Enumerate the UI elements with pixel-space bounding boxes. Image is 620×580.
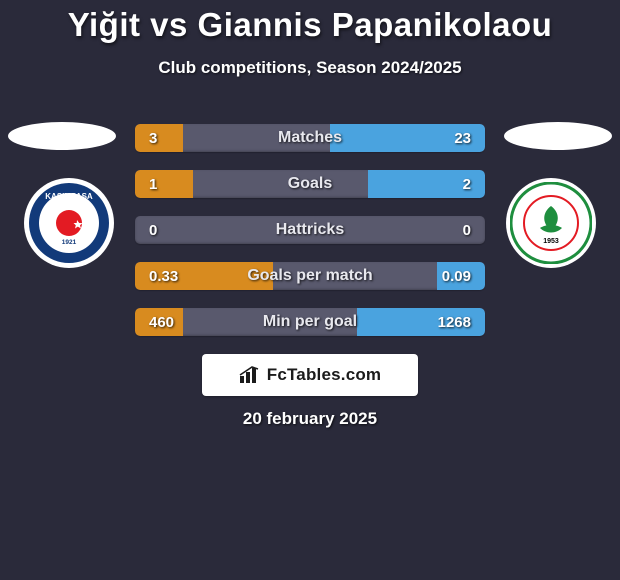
stat-value-left: 1: [135, 176, 199, 193]
stats-table: 3Matches23 1Goals2 0Hattricks0 0.33Goals pe…: [135, 124, 485, 354]
svg-text:1953: 1953: [543, 238, 559, 245]
svg-text:1921: 1921: [62, 239, 77, 246]
comparison-card: Yiğit vs Giannis Papanikolaou Club compe…: [0, 0, 620, 580]
stat-value-left: 0: [135, 222, 199, 239]
club-logo-left: KASIMPAŞA 1921: [24, 178, 114, 268]
stat-row: 0Hattricks0: [135, 216, 485, 244]
stat-label: Matches: [199, 129, 421, 147]
stat-label: Goals: [199, 175, 421, 193]
stat-value-left: 460: [135, 314, 199, 331]
flag-left: [8, 122, 116, 150]
club-logo-right: 1953: [506, 178, 596, 268]
stat-value-right: 1268: [421, 314, 485, 331]
page-title: Yiğit vs Giannis Papanikolaou: [0, 6, 620, 44]
brand-badge: FcTables.com: [202, 354, 418, 396]
stat-label: Min per goal: [199, 313, 421, 331]
flag-right: [504, 122, 612, 150]
stat-value-right: 23: [421, 130, 485, 147]
stat-row: 1Goals2: [135, 170, 485, 198]
stat-value-right: 0: [421, 222, 485, 239]
comparison-date: 20 february 2025: [0, 409, 620, 429]
stat-label: Goals per match: [199, 267, 421, 285]
stat-value-right: 0.09: [421, 268, 485, 285]
stat-value-left: 0.33: [135, 268, 199, 285]
brand-text: FcTables.com: [267, 365, 382, 385]
bar-chart-icon: [239, 366, 261, 384]
stat-label: Hattricks: [199, 221, 421, 239]
kasimpasa-logo-icon: KASIMPAŞA 1921: [28, 182, 110, 264]
stat-value-right: 2: [421, 176, 485, 193]
stat-row: 0.33Goals per match0.09: [135, 262, 485, 290]
stat-row: 3Matches23: [135, 124, 485, 152]
stat-value-left: 3: [135, 130, 199, 147]
svg-text:KASIMPAŞA: KASIMPAŞA: [45, 192, 93, 201]
page-subtitle: Club competitions, Season 2024/2025: [0, 58, 620, 78]
stat-row: 460Min per goal1268: [135, 308, 485, 336]
rizespor-logo-icon: 1953: [510, 182, 592, 264]
